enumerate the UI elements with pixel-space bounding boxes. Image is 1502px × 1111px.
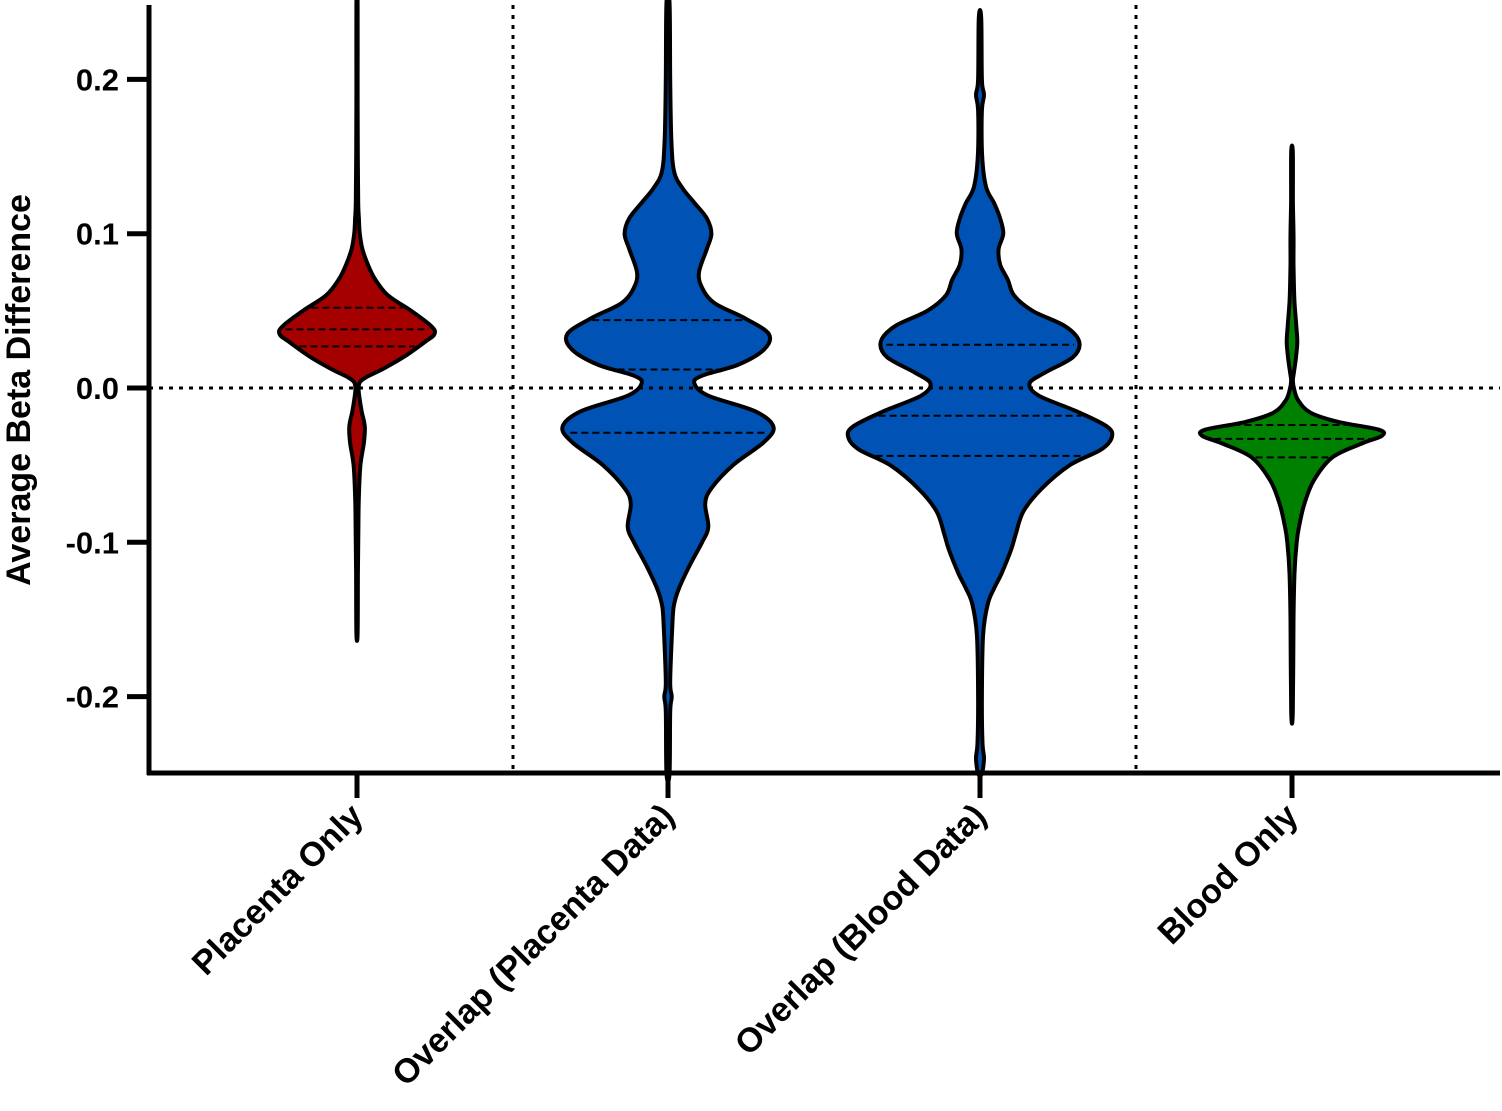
x-ticks: Placenta Only Overlap (Placenta Data) Over… bbox=[185, 773, 1306, 1094]
y-ticks: 0.2 0.1 0.0 -0.1 -0.2 bbox=[66, 62, 149, 714]
violin-1 bbox=[279, 0, 435, 641]
y-tick-label: -0.1 bbox=[66, 525, 119, 560]
x-tick-label: Overlap (Blood Data) bbox=[728, 797, 994, 1063]
violins bbox=[279, 0, 1384, 781]
x-tick-label: Blood Only bbox=[1151, 797, 1306, 952]
violin-body bbox=[279, 0, 435, 641]
y-tick-label: 0.0 bbox=[76, 371, 119, 406]
violin-4 bbox=[1200, 146, 1384, 724]
axes bbox=[147, 5, 1500, 775]
violin-body bbox=[562, 0, 773, 781]
x-tick-label: Placenta Only bbox=[185, 797, 371, 983]
violin-3 bbox=[848, 10, 1113, 776]
y-axis-label: Average Beta Difference bbox=[0, 194, 38, 586]
y-tick-label: -0.2 bbox=[66, 680, 119, 715]
y-tick-label: 0.2 bbox=[76, 62, 119, 97]
violin-2 bbox=[562, 0, 773, 781]
violin-body bbox=[1200, 146, 1384, 724]
y-tick-label: 0.1 bbox=[76, 217, 119, 252]
violin-body bbox=[848, 10, 1113, 776]
x-tick-label: Overlap (Placenta Data) bbox=[385, 797, 682, 1094]
